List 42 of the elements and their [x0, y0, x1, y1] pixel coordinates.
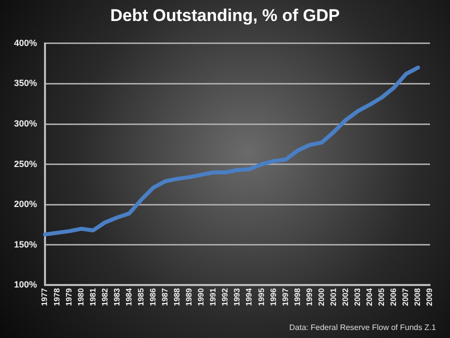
x-tick-label: 1992: [220, 288, 230, 306]
x-tick-label: 2001: [328, 288, 338, 306]
x-tick-label: 1977: [40, 288, 50, 306]
x-tick-label: 2004: [365, 288, 374, 306]
y-tick-label: 300%: [14, 118, 38, 128]
x-tick-label: 1995: [256, 288, 266, 306]
y-tick-label: 250%: [14, 158, 38, 169]
x-tick-label: 1990: [196, 288, 206, 306]
x-tick-label: 1986: [148, 288, 158, 306]
x-tick-label: 1999: [304, 288, 314, 306]
chart-title: Debt Outstanding, % of GDP: [109, 6, 341, 26]
x-tick-label: 1994: [244, 288, 254, 306]
x-tick-label: 1979: [64, 288, 74, 306]
y-tick-label: 200%: [14, 199, 38, 210]
x-tick-label: 1991: [208, 288, 218, 306]
y-tick-label: 150%: [14, 239, 38, 250]
x-tick-label: 1987: [160, 288, 170, 306]
x-tick-label: 1983: [112, 288, 122, 306]
x-tick-label: 2002: [340, 288, 350, 306]
x-tick-label: 2005: [377, 288, 386, 306]
x-tick-label: 1997: [280, 288, 290, 306]
y-tick-label: 350%: [14, 78, 38, 88]
x-tick-label: 1989: [184, 288, 194, 306]
x-tick-label: 2003: [353, 288, 362, 306]
x-tick-label: 1998: [292, 288, 302, 306]
x-tick-label: 2006: [389, 288, 398, 306]
x-tick-label: 1993: [232, 288, 242, 306]
y-tick-label: 400%: [14, 38, 38, 48]
text: Data: Federal Reserve Flow of Funds Z.1: [289, 323, 436, 332]
x-tick-label: 2007: [401, 288, 410, 306]
x-tick-label: 1982: [100, 288, 110, 306]
x-tick-label: 1984: [124, 288, 134, 306]
x-tick-label: 1985: [136, 288, 146, 306]
x-tick-label: 1996: [268, 288, 278, 306]
x-tick-label: 2009: [425, 288, 434, 306]
x-tick-label: 2008: [413, 288, 422, 306]
x-tick-label: 1988: [172, 288, 182, 306]
x-tick-label: 2000: [316, 288, 326, 306]
x-tick-label: 1980: [76, 288, 86, 306]
x-tick-label: 1978: [52, 288, 62, 306]
y-tick-label: 100%: [14, 280, 38, 290]
x-tick-label: 1981: [88, 288, 98, 306]
